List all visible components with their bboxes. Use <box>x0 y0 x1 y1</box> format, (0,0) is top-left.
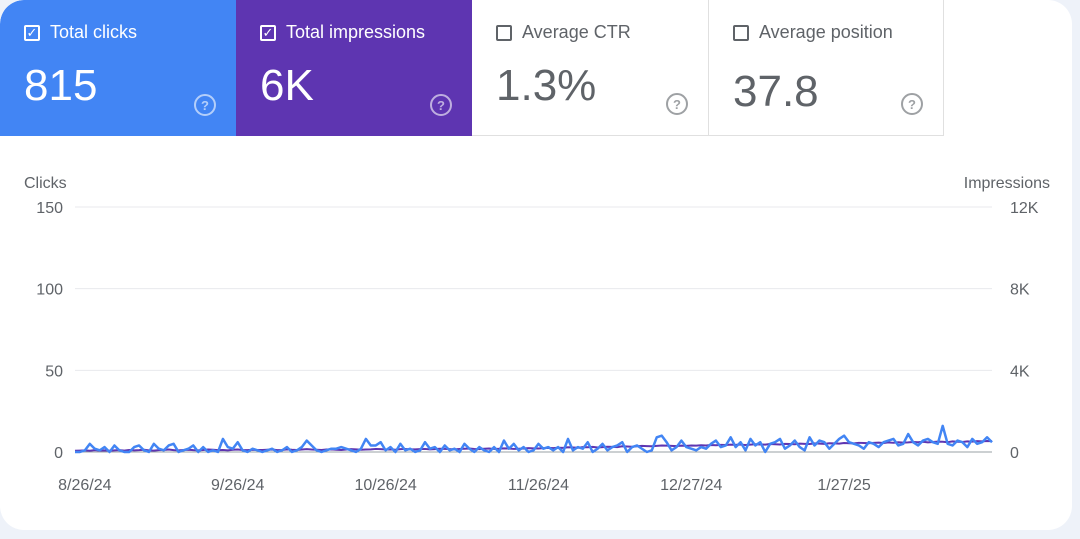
help-icon[interactable]: ? <box>901 93 923 115</box>
y-tick-right: 4K <box>1010 363 1030 380</box>
metric-average-ctr[interactable]: Average CTR 1.3% ? <box>472 0 708 136</box>
help-icon[interactable]: ? <box>194 94 216 116</box>
x-tick: 10/26/24 <box>354 477 416 494</box>
y-tick-right: 12K <box>1010 200 1039 217</box>
x-tick: 11/26/24 <box>508 477 569 494</box>
y-tick-left: 150 <box>36 200 63 217</box>
y-tick-left: 100 <box>36 282 63 299</box>
metric-value: 37.8 <box>733 67 819 116</box>
metric-value: 815 <box>24 61 98 110</box>
metric-label: Average CTR <box>522 22 631 42</box>
performance-card: ✓ Total clicks 815 ? ✓ Total impressions 6… <box>0 0 1072 530</box>
help-icon[interactable]: ? <box>430 94 452 116</box>
metric-value: 1.3% <box>496 61 597 110</box>
metric-label: Total impressions <box>286 22 426 42</box>
x-tick: 9/26/24 <box>211 477 264 494</box>
help-icon[interactable]: ? <box>666 93 688 115</box>
metric-value: 6K <box>260 61 314 110</box>
metric-label: Total clicks <box>50 22 138 42</box>
x-tick: 12/27/24 <box>660 477 722 494</box>
checkbox-checked-icon[interactable]: ✓ <box>260 24 276 41</box>
metric-total-impressions[interactable]: ✓ Total impressions 6K ? <box>236 0 472 136</box>
y-tick-left: 0 <box>54 445 63 462</box>
metric-total-clicks[interactable]: ✓ Total clicks 815 ? <box>0 0 236 136</box>
y-tick-left: 50 <box>45 363 63 380</box>
checkbox-checked-icon[interactable]: ✓ <box>24 24 40 41</box>
impressions-line <box>74 439 993 452</box>
y-tick-right: 0 <box>1010 445 1019 462</box>
y-tick-right: 8K <box>1010 282 1030 299</box>
left-axis-label: Clicks <box>24 175 67 192</box>
metric-label: Average position <box>759 22 893 42</box>
checkbox-unchecked-icon[interactable] <box>733 24 749 41</box>
x-tick: 8/26/24 <box>58 477 111 494</box>
clicks-line <box>75 424 993 454</box>
x-tick: 1/27/25 <box>817 477 870 494</box>
checkbox-unchecked-icon[interactable] <box>496 24 512 41</box>
metric-average-position[interactable]: Average position 37.8 ? <box>708 0 944 136</box>
right-axis-label: Impressions <box>964 175 1050 192</box>
